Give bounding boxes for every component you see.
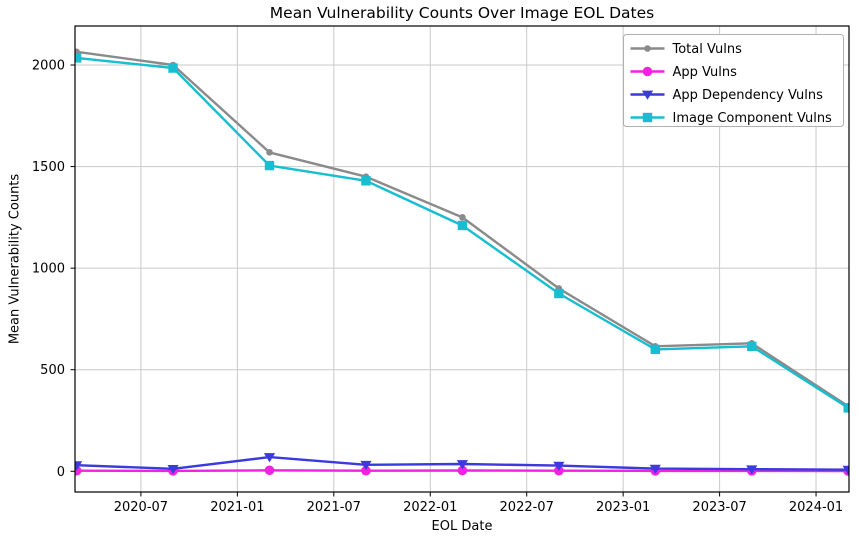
marker-triangle-down <box>456 460 469 470</box>
legend-item-app-vulns: App Vulns <box>630 65 738 80</box>
legend-item-image-component-vulns: Image Component Vulns <box>630 111 833 126</box>
x-tick-label: 2023-07 <box>692 500 746 515</box>
chart-title: Mean Vulnerability Counts Over Image EOL… <box>269 4 655 22</box>
marker-square <box>361 176 371 186</box>
marker-triangle-down <box>746 465 758 475</box>
y-tick-label: 500 <box>40 363 65 378</box>
marker-square <box>457 220 468 231</box>
x-tick-label: 2021-07 <box>307 500 361 515</box>
marker-triangle-down <box>263 453 276 463</box>
marker-square <box>642 112 653 123</box>
y-tick-label: 0 <box>57 465 65 480</box>
x-tick-label: 2022-01 <box>403 500 457 515</box>
plot-frame <box>74 25 850 493</box>
marker-square <box>168 63 178 73</box>
legend-label: Total Vulns <box>672 42 743 57</box>
marker-circle <box>361 465 371 476</box>
marker-triangle-down <box>649 464 661 474</box>
marker-triangle-down <box>641 90 654 100</box>
marker-square <box>747 341 757 352</box>
series-app-dependency-vulns <box>75 453 849 475</box>
x-tick-label: 2020-07 <box>114 500 168 515</box>
marker-triangle-down <box>75 461 83 471</box>
legend-box <box>623 34 844 127</box>
y-axis-label: Mean Vulnerability Counts <box>7 173 23 345</box>
y-tick-label: 2000 <box>32 59 65 74</box>
marker-circle <box>642 66 653 77</box>
legend-item-total-vulns: Total Vulns <box>630 42 743 57</box>
legend-label: App Dependency Vulns <box>673 88 824 103</box>
marker-dot <box>266 149 273 156</box>
series-image-component-vulns <box>75 53 849 413</box>
x-tick-label: 2023-01 <box>596 500 650 515</box>
marker-square <box>75 53 82 63</box>
x-tick-label: 2021-01 <box>210 500 264 515</box>
marker-circle <box>457 465 468 476</box>
marker-triangle-down <box>360 460 372 471</box>
marker-square <box>650 344 660 355</box>
legend-label: App Vulns <box>673 65 738 80</box>
marker-circle <box>264 465 275 476</box>
marker-triangle-down <box>553 461 565 471</box>
y-tick-label: 1500 <box>32 160 65 175</box>
x-axis-label: EOL Date <box>431 519 493 534</box>
marker-triangle-down <box>842 465 849 475</box>
y-tick-label: 1000 <box>32 262 65 277</box>
marker-square <box>843 403 849 413</box>
x-tick-label: 2024-01 <box>789 500 843 515</box>
marker-square <box>554 288 564 299</box>
marker-dot <box>459 214 466 221</box>
legend-label: Image Component Vulns <box>673 111 833 126</box>
legend-item-app-dependency-vulns: App Dependency Vulns <box>630 88 824 103</box>
ticks: 2020-07 2021-01 2021-07 2022-01 2022-07 2023-… <box>32 59 843 515</box>
marker-square <box>264 160 275 171</box>
legend: Total Vulns App Vulns App Dependency Vulns… <box>623 34 844 127</box>
x-tick-label: 2022-07 <box>500 500 554 515</box>
marker-dot <box>644 45 651 52</box>
marker-triangle-down <box>167 464 179 475</box>
